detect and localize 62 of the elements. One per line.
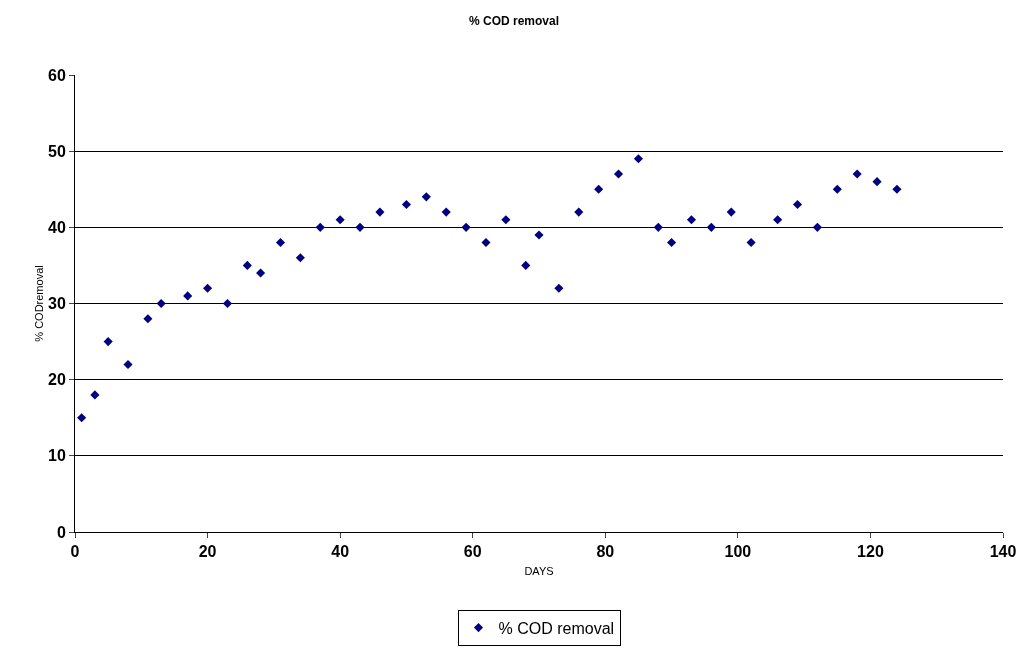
point [832, 184, 842, 194]
point [203, 283, 213, 293]
point [534, 230, 544, 240]
point [667, 238, 677, 248]
point [481, 238, 491, 248]
point [653, 222, 663, 232]
point [156, 298, 166, 309]
point [726, 207, 736, 217]
x-tick-label: 120 [857, 543, 884, 561]
point [77, 413, 87, 423]
point [706, 222, 716, 232]
point [222, 298, 233, 309]
y-tick-label: 50 [48, 142, 66, 160]
point [633, 154, 643, 164]
point [521, 260, 531, 270]
point [123, 359, 133, 369]
point [183, 291, 193, 301]
y-tick-label: 10 [48, 447, 66, 465]
point [574, 207, 584, 217]
x-tick-label: 20 [198, 543, 217, 561]
point [501, 215, 511, 225]
x-axis-title: DAYS [524, 565, 554, 577]
point [461, 222, 471, 232]
point [242, 260, 252, 270]
point [401, 199, 411, 210]
point [90, 390, 100, 400]
point [686, 215, 697, 225]
x-tick-label: 0 [70, 543, 80, 561]
chart-title: % COD removal [468, 13, 560, 28]
point [594, 184, 604, 194]
point [746, 238, 756, 248]
x-tick-label: 80 [596, 543, 615, 561]
point [892, 184, 902, 194]
y-tick-label: 60 [48, 66, 66, 84]
point [812, 222, 822, 232]
point [872, 177, 882, 187]
point [143, 314, 153, 324]
point [295, 253, 305, 263]
point [315, 222, 325, 232]
point [355, 222, 365, 232]
legend-label: % COD removal [498, 619, 615, 637]
y-tick-label: 0 [56, 523, 66, 541]
point [773, 215, 783, 225]
point [275, 238, 286, 248]
x-tick-label: 40 [331, 543, 350, 561]
x-tick-label: 60 [463, 543, 482, 561]
point [421, 192, 431, 202]
point [103, 337, 113, 347]
point [375, 207, 385, 217]
point [335, 215, 345, 225]
y-tick-label: 40 [48, 218, 66, 236]
point [613, 169, 624, 179]
y-tick-label: 20 [48, 371, 66, 389]
y-axis-title: % CODremoval [33, 265, 45, 342]
point [554, 283, 564, 293]
point [852, 169, 862, 179]
point [256, 268, 266, 278]
x-tick-label: 140 [989, 543, 1017, 561]
point [441, 207, 451, 217]
point [792, 199, 803, 210]
x-tick-label: 100 [724, 543, 752, 561]
y-tick-label: 30 [48, 295, 66, 313]
